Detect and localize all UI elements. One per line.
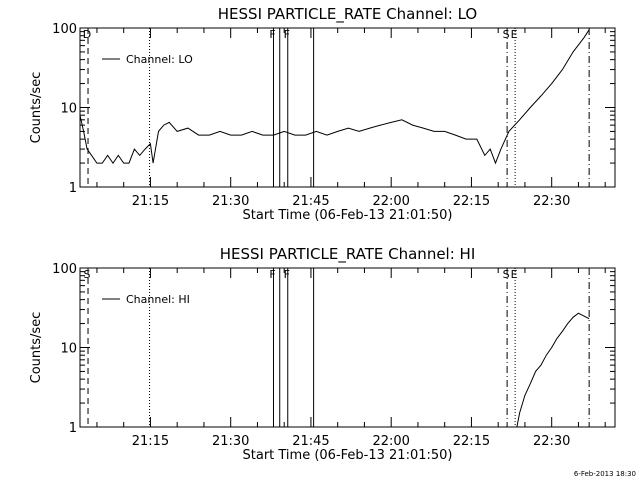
x-tick-label: 21:15 <box>132 434 169 449</box>
plot-frame <box>79 27 616 188</box>
chart-title: HESSI PARTICLE_RATE Channel: LO <box>218 5 477 24</box>
y-tick-label: 1 <box>69 181 77 196</box>
chart-title: HESSI PARTICLE_RATE Channel: HI <box>220 245 476 264</box>
event-marker-label: S <box>84 268 91 281</box>
x-tick-label: 21:45 <box>292 194 329 209</box>
y-tick-label: 100 <box>52 262 77 277</box>
event-marker-label: F <box>284 28 290 41</box>
chart-0: HESSI PARTICLE_RATE Channel: LO 1 10 100 21:… <box>29 5 616 223</box>
event-marker-label: S <box>503 268 510 281</box>
plot-frame <box>79 267 616 428</box>
event-marker-label: F <box>284 268 290 281</box>
legend-label: Channel: LO <box>126 53 193 66</box>
footer-timestamp: 6-Feb-2013 18:30 <box>574 470 636 478</box>
x-tick-label: 22:00 <box>372 434 409 449</box>
x-tick-label: 22:30 <box>533 434 570 449</box>
event-marker-label: E <box>511 28 518 41</box>
x-tick-label: 22:00 <box>372 194 409 209</box>
legend-label: Channel: HI <box>126 293 190 306</box>
y-tick-label: 1 <box>69 421 77 436</box>
y-tick-label: 10 <box>60 342 77 357</box>
x-tick-label: 21:30 <box>212 434 249 449</box>
event-marker-label: F <box>269 28 275 41</box>
series-line <box>79 29 590 165</box>
x-tick-label: 22:30 <box>533 194 570 209</box>
x-tick-label: 21:45 <box>292 434 329 449</box>
y-axis-label: Counts/sec <box>29 72 44 144</box>
x-tick-label: 22:15 <box>453 194 490 209</box>
event-marker-label: D <box>83 28 91 41</box>
event-marker-label: E <box>511 268 518 281</box>
chart-1: HESSI PARTICLE_RATE Channel: HI 1 10 100 21:… <box>29 245 616 463</box>
series-line <box>516 312 590 428</box>
x-tick-label: 21:15 <box>132 194 169 209</box>
x-tick-label: 21:30 <box>212 194 249 209</box>
x-tick-label: 22:15 <box>453 434 490 449</box>
y-tick-label: 100 <box>52 22 77 37</box>
y-axis-label: Counts/sec <box>29 312 44 384</box>
event-marker-label: S <box>503 28 510 41</box>
x-axis-label: Start Time (06-Feb-13 21:01:50) <box>243 448 453 463</box>
x-axis-label: Start Time (06-Feb-13 21:01:50) <box>243 208 453 223</box>
event-marker-label: F <box>269 268 275 281</box>
y-tick-label: 10 <box>60 102 77 117</box>
